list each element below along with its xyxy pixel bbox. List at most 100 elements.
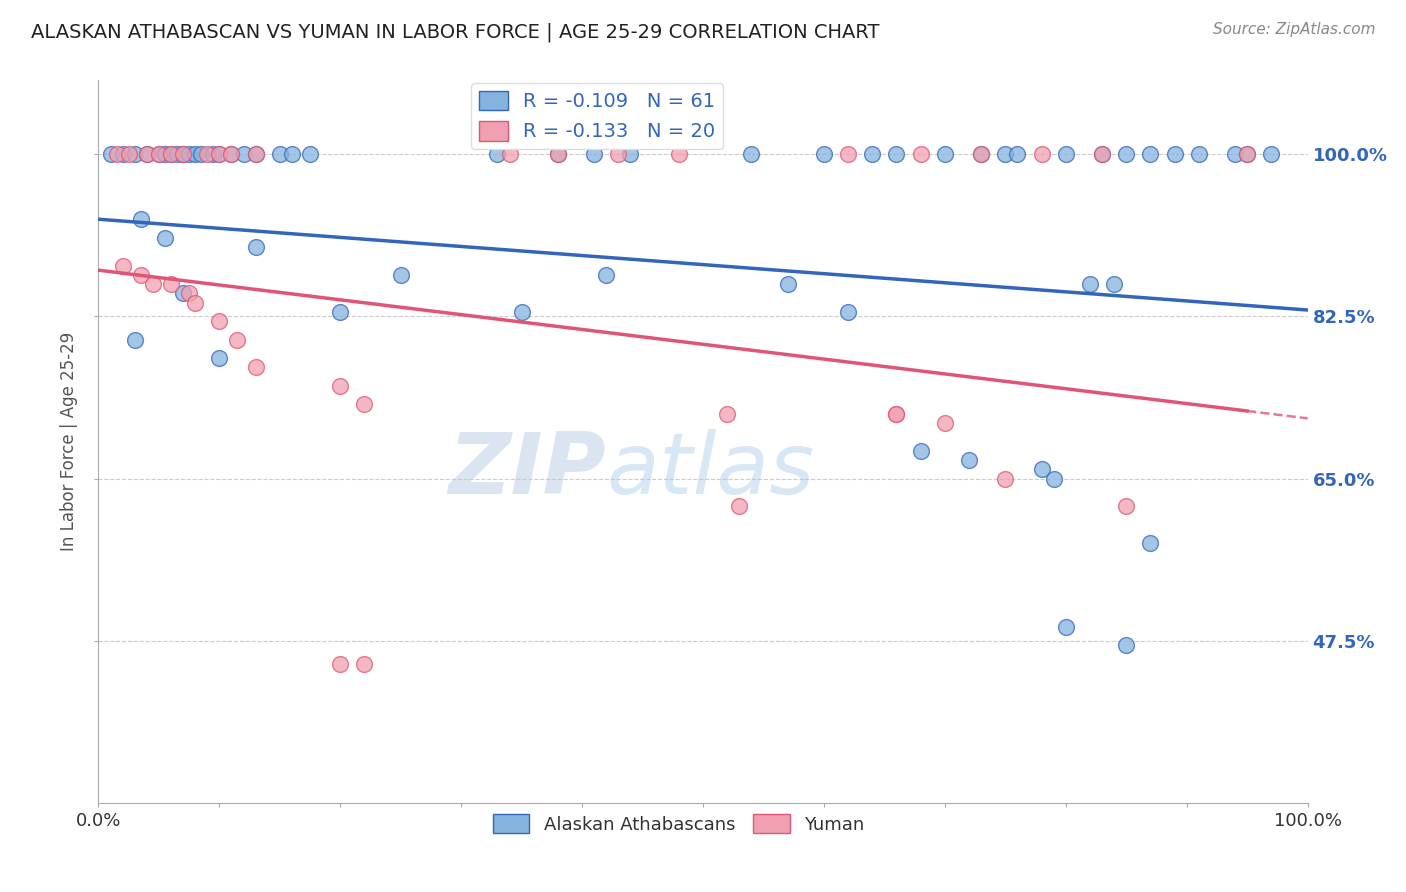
Point: [1115, 638, 1137, 652]
Point: [813, 147, 835, 161]
Point: [148, 147, 170, 161]
Point: [160, 277, 183, 291]
Point: [1091, 147, 1114, 161]
Point: [184, 147, 207, 161]
Point: [886, 147, 908, 161]
Point: [208, 147, 231, 161]
Point: [776, 277, 799, 291]
Point: [111, 147, 134, 161]
Point: [1223, 147, 1246, 161]
Point: [1260, 147, 1282, 161]
Text: ALASKAN ATHABASCAN VS YUMAN IN LABOR FORCE | AGE 25-29 CORRELATION CHART: ALASKAN ATHABASCAN VS YUMAN IN LABOR FOR…: [31, 22, 879, 42]
Point: [129, 212, 152, 227]
Point: [994, 147, 1017, 161]
Point: [208, 351, 231, 366]
Point: [1188, 147, 1211, 161]
Point: [486, 147, 509, 161]
Point: [142, 277, 165, 291]
Point: [135, 147, 157, 161]
Point: [886, 407, 908, 421]
Point: [934, 416, 956, 430]
Point: [957, 453, 980, 467]
Point: [1078, 277, 1101, 291]
Point: [1007, 147, 1029, 161]
Point: [111, 259, 134, 273]
Point: [245, 360, 267, 375]
Point: [353, 397, 375, 411]
Point: [595, 268, 617, 282]
Point: [1031, 147, 1053, 161]
Point: [190, 147, 212, 161]
Point: [281, 147, 304, 161]
Point: [668, 147, 690, 161]
Point: [1139, 147, 1161, 161]
Point: [510, 305, 533, 319]
Point: [1115, 500, 1137, 514]
Point: [860, 147, 883, 161]
Point: [105, 147, 128, 161]
Point: [389, 268, 412, 282]
Point: [329, 379, 352, 393]
Point: [208, 147, 231, 161]
Point: [1054, 620, 1077, 634]
Text: atlas: atlas: [606, 429, 814, 512]
Point: [1091, 147, 1114, 161]
Point: [118, 147, 141, 161]
Point: [172, 147, 194, 161]
Point: [583, 147, 606, 161]
Point: [329, 657, 352, 671]
Point: [910, 443, 932, 458]
Point: [135, 147, 157, 161]
Point: [1139, 536, 1161, 550]
Point: [498, 147, 520, 161]
Point: [202, 147, 225, 161]
Point: [934, 147, 956, 161]
Point: [245, 240, 267, 254]
Point: [353, 657, 375, 671]
Point: [172, 286, 194, 301]
Point: [172, 147, 194, 161]
Point: [716, 407, 738, 421]
Point: [245, 147, 267, 161]
Legend: Alaskan Athabascans, Yuman: Alaskan Athabascans, Yuman: [486, 807, 872, 841]
Point: [607, 147, 630, 161]
Point: [208, 314, 231, 328]
Point: [179, 286, 201, 301]
Point: [160, 147, 183, 161]
Point: [329, 305, 352, 319]
Point: [184, 295, 207, 310]
Point: [166, 147, 188, 161]
Y-axis label: In Labor Force | Age 25-29: In Labor Force | Age 25-29: [60, 332, 79, 551]
Point: [837, 147, 859, 161]
Point: [547, 147, 569, 161]
Point: [619, 147, 641, 161]
Point: [160, 147, 183, 161]
Text: ZIP: ZIP: [449, 429, 606, 512]
Point: [153, 231, 176, 245]
Point: [886, 407, 908, 421]
Point: [728, 500, 751, 514]
Point: [1102, 277, 1125, 291]
Point: [994, 472, 1017, 486]
Point: [124, 333, 146, 347]
Text: Source: ZipAtlas.com: Source: ZipAtlas.com: [1212, 22, 1375, 37]
Point: [547, 147, 569, 161]
Point: [1054, 147, 1077, 161]
Point: [179, 147, 201, 161]
Point: [153, 147, 176, 161]
Point: [1163, 147, 1185, 161]
Point: [837, 305, 859, 319]
Point: [269, 147, 291, 161]
Point: [970, 147, 993, 161]
Point: [245, 147, 267, 161]
Point: [970, 147, 993, 161]
Point: [1042, 472, 1064, 486]
Point: [221, 147, 243, 161]
Point: [1236, 147, 1258, 161]
Point: [740, 147, 762, 161]
Point: [232, 147, 254, 161]
Point: [221, 147, 243, 161]
Point: [910, 147, 932, 161]
Point: [100, 147, 122, 161]
Point: [148, 147, 170, 161]
